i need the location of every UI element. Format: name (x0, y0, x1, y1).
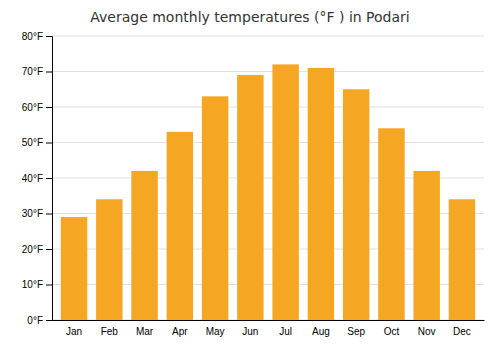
y-tick-mark (46, 214, 52, 215)
x-tick: Oct (384, 326, 400, 337)
x-tick: Jun (242, 326, 258, 337)
bar (237, 75, 263, 320)
bar (272, 64, 298, 320)
bar (96, 199, 122, 320)
x-tick-label: May (206, 326, 225, 337)
grid-line (52, 142, 484, 143)
x-tick: Aug (312, 326, 330, 337)
y-tick: 60°F (22, 102, 52, 113)
y-tick-label: 40°F (22, 173, 43, 184)
y-tick-label: 20°F (22, 244, 43, 255)
y-tick: 40°F (22, 173, 52, 184)
chart: Average monthly temperatures (°F ) in Po… (0, 0, 500, 350)
x-tick-label: Oct (384, 326, 400, 337)
bar (449, 199, 475, 320)
grid-line (52, 36, 484, 37)
bar (378, 128, 404, 320)
bar (308, 68, 334, 320)
x-tick-label: Apr (172, 326, 188, 337)
grid-line (52, 107, 484, 108)
y-axis: 0°F 10°F 20°F 30°F 40°F 50°F 60°F 70°F 80°F (22, 31, 53, 326)
grid (52, 36, 484, 320)
x-tick: Jan (66, 326, 82, 337)
x-tick: Feb (101, 326, 119, 337)
y-tick: 20°F (22, 244, 52, 255)
y-tick: 80°F (22, 31, 52, 42)
y-tick-mark (46, 143, 52, 144)
grid-line (52, 71, 484, 72)
x-axis: Jan Feb Mar Apr May Jun Jul Aug Sep Oct Nov Dec (53, 321, 485, 338)
plot: 0°F 10°F 20°F 30°F 40°F 50°F 60°F 70°F 80°F Jan Fe… (22, 31, 485, 337)
x-tick-label: Jul (279, 326, 292, 337)
y-tick-label: 0°F (27, 315, 43, 326)
bar (343, 89, 369, 320)
y-tick-label: 30°F (22, 208, 43, 219)
bar (167, 132, 193, 320)
bars (61, 64, 475, 320)
bar (131, 171, 157, 320)
y-tick: 30°F (22, 208, 52, 219)
x-tick-label: Sep (347, 326, 365, 337)
x-tick-label: Dec (453, 326, 471, 337)
x-tick-label: Feb (101, 326, 119, 337)
y-tick-label: 10°F (22, 279, 43, 290)
x-tick-label: Mar (136, 326, 154, 337)
bar (202, 96, 228, 320)
y-tick-label: 50°F (22, 137, 43, 148)
x-tick: Dec (453, 326, 471, 337)
y-tick: 10°F (22, 279, 52, 290)
x-tick-label: Jun (242, 326, 258, 337)
y-tick-mark (46, 178, 52, 179)
x-tick: Nov (418, 326, 436, 337)
x-axis-line (53, 320, 485, 321)
title: Average monthly temperatures (°F ) in Po… (90, 9, 409, 25)
bar (413, 171, 439, 320)
y-tick-mark (46, 36, 52, 37)
y-tick-mark (46, 249, 52, 250)
x-tick: Mar (136, 326, 154, 337)
y-axis-line (46, 37, 53, 321)
y-tick: 70°F (22, 66, 52, 77)
x-tick: Jul (279, 326, 292, 337)
y-tick-mark (46, 107, 52, 108)
y-tick: 0°F (27, 315, 52, 326)
x-tick-label: Nov (418, 326, 436, 337)
y-tick-label: 80°F (22, 31, 43, 42)
y-tick-label: 70°F (22, 66, 43, 77)
x-tick: May (206, 326, 225, 337)
x-tick-label: Jan (66, 326, 82, 337)
x-tick: Apr (172, 326, 188, 337)
y-tick: 50°F (22, 137, 52, 148)
y-tick-mark (46, 72, 52, 73)
y-tick-label: 60°F (22, 102, 43, 113)
bar (61, 217, 87, 320)
y-tick-mark (46, 320, 52, 321)
y-tick-mark (46, 285, 52, 286)
x-tick-label: Aug (312, 326, 330, 337)
x-tick: Sep (347, 326, 365, 337)
